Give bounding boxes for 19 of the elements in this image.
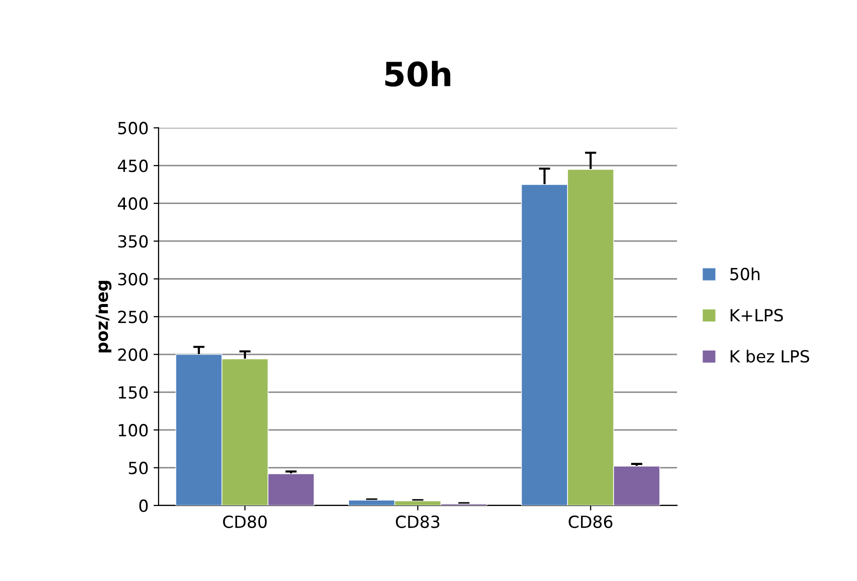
legend-label: K+LPS bbox=[730, 308, 783, 322]
y-tick-label: 400 bbox=[118, 197, 148, 210]
y-axis-title: poz/neg bbox=[96, 280, 112, 352]
legend-label: 50h bbox=[730, 267, 760, 280]
chart-title: 50h bbox=[385, 60, 450, 87]
legend-label: K bez LPS bbox=[730, 350, 810, 363]
y-tick-label: 250 bbox=[118, 310, 148, 324]
y-tick-label: 450 bbox=[118, 160, 148, 172]
y-tick-label: 200 bbox=[118, 348, 148, 361]
x-tick-label: CD86 bbox=[568, 515, 612, 528]
x-tick-label: CD80 bbox=[223, 515, 267, 528]
y-tick-label: 150 bbox=[118, 386, 148, 399]
y-tick-label: 500 bbox=[118, 122, 148, 134]
y-tick-label: 350 bbox=[118, 235, 148, 248]
y-tick-label: 50 bbox=[128, 462, 148, 474]
y-tick-label: 300 bbox=[118, 272, 148, 286]
x-tick-label: CD83 bbox=[396, 515, 440, 528]
y-tick-label: 100 bbox=[118, 424, 148, 437]
y-tick-label: 0 bbox=[139, 499, 148, 512]
